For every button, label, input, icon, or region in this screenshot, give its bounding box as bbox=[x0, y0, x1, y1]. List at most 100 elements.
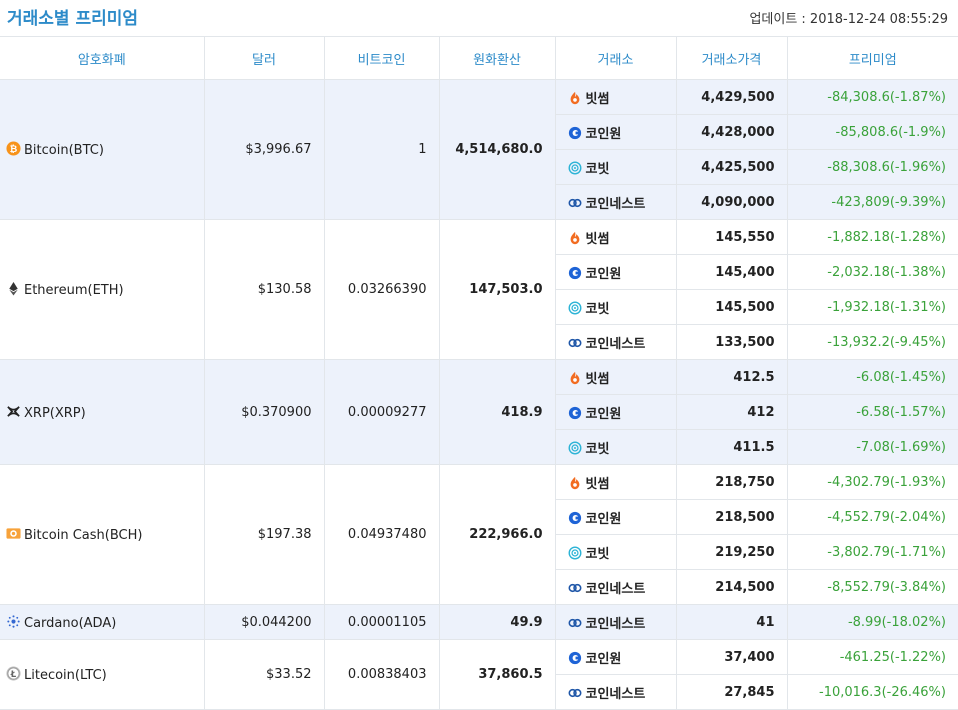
exchange-price: 145,550 bbox=[676, 219, 788, 255]
premium-value: -1,882.18(-1.28%) bbox=[787, 219, 958, 255]
coin-btc-price: 0.04937480 bbox=[324, 464, 440, 605]
exchange-price: 4,425,500 bbox=[676, 149, 788, 185]
exchange-name-cell[interactable]: 코빗 bbox=[555, 289, 677, 325]
exchange-name-cell[interactable]: 코인원 bbox=[555, 499, 677, 535]
exchange-name: 코인원 bbox=[585, 266, 622, 282]
table-row: 코인네스트 4,090,000 -423,809(-9.39%) bbox=[0, 184, 958, 220]
coin-name: Bitcoin(BTC) bbox=[24, 143, 104, 158]
bitcoin-cash-icon bbox=[6, 528, 24, 543]
exchange-name-cell[interactable]: 코인네스트 bbox=[555, 674, 677, 710]
coin-name-cell[interactable]: XRP(XRP) bbox=[0, 359, 205, 465]
page-header: 거래소별 프리미엄 업데이트 : 2018-12-24 08:55:29 bbox=[0, 0, 958, 37]
exchange-name-cell[interactable]: 코인네스트 bbox=[555, 604, 677, 640]
premium-value: -6.58(-1.57%) bbox=[787, 394, 958, 430]
exchange-name-cell[interactable]: 빗썸 bbox=[555, 219, 677, 255]
premium-value: -6.08(-1.45%) bbox=[787, 359, 958, 395]
coin-name-cell[interactable]: Ethereum(ETH) bbox=[0, 219, 205, 360]
exchange-name: 코인원 bbox=[585, 511, 622, 527]
premium-value: -13,932.2(-9.45%) bbox=[787, 324, 958, 360]
coin-name-cell[interactable]: Ł Litecoin(LTC) bbox=[0, 639, 205, 710]
exchange-name: 코인네스트 bbox=[585, 686, 646, 702]
exchange-name-cell[interactable]: 코빗 bbox=[555, 429, 677, 465]
exchange-price: 218,500 bbox=[676, 499, 788, 535]
exchange-name-cell[interactable]: 코인네스트 bbox=[555, 569, 677, 605]
exchange-name: 코인원 bbox=[585, 406, 622, 422]
exchange-name-cell[interactable]: 코빗 bbox=[555, 149, 677, 185]
coinone-icon bbox=[568, 266, 586, 282]
coin-krw-price: 49.9 bbox=[439, 604, 556, 640]
coin-krw-price: 222,966.0 bbox=[439, 464, 556, 605]
exchange-price: 411.5 bbox=[676, 429, 788, 465]
table-row: Cardano(ADA) $0.044200 0.00001105 49.9 코인네스트… bbox=[0, 604, 958, 640]
coinnest-icon bbox=[568, 337, 586, 352]
exchange-price: 219,250 bbox=[676, 534, 788, 570]
column-header-exchange[interactable]: 거래소 bbox=[555, 37, 677, 80]
xrp-icon bbox=[6, 405, 24, 421]
column-header-premium[interactable]: 프리미엄 bbox=[787, 37, 958, 80]
coin-name-cell[interactable]: Cardano(ADA) bbox=[0, 604, 205, 640]
table-row: Ł Litecoin(LTC) $33.52 0.00838403 37,860.5 코인… bbox=[0, 639, 958, 710]
exchange-name: 코인네스트 bbox=[585, 196, 646, 212]
table-row: 코빗 4,425,500 -88,308.6(-1.96%) bbox=[0, 149, 958, 185]
table-row: 코인네스트 214,500 -8,552.79(-3.84%) bbox=[0, 569, 958, 605]
exchange-name-cell[interactable]: 코인원 bbox=[555, 394, 677, 430]
exchange-price: 145,500 bbox=[676, 289, 788, 325]
premium-value: -1,932.18(-1.31%) bbox=[787, 289, 958, 325]
exchange-name: 빗썸 bbox=[585, 476, 610, 492]
exchange-name-cell[interactable]: 빗썸 bbox=[555, 79, 677, 115]
column-header-btc[interactable]: 비트코인 bbox=[324, 37, 440, 80]
exchange-name: 빗썸 bbox=[585, 91, 610, 107]
coin-usd-price: $33.52 bbox=[204, 639, 325, 710]
table-row: 코인네스트 27,845 -10,016.3(-26.46%) bbox=[0, 674, 958, 710]
column-header-krw[interactable]: 원화환산 bbox=[439, 37, 556, 80]
coinone-icon bbox=[568, 511, 586, 527]
table-row: 코빗 219,250 -3,802.79(-1.71%) bbox=[0, 534, 958, 570]
coin-name: XRP(XRP) bbox=[24, 405, 86, 421]
coin-usd-price: $197.38 bbox=[204, 464, 325, 605]
exchange-price: 218,750 bbox=[676, 464, 788, 500]
coin-btc-price: 0.00838403 bbox=[324, 639, 440, 710]
premium-value: -10,016.3(-26.46%) bbox=[787, 674, 958, 710]
exchange-name-cell[interactable]: 코인원 bbox=[555, 254, 677, 290]
update-timestamp: 업데이트 : 2018-12-24 08:55:29 bbox=[749, 12, 948, 27]
premium-value: -461.25(-1.22%) bbox=[787, 639, 958, 675]
coin-krw-price: 4,514,680.0 bbox=[439, 79, 556, 220]
premium-value: -8.99(-18.02%) bbox=[787, 604, 958, 640]
svg-text:Ł: Ł bbox=[10, 669, 17, 679]
table-row: XRP(XRP) $0.370900 0.00009277 418.9 빗썸 412.5-… bbox=[0, 359, 958, 465]
premium-value: -2,032.18(-1.38%) bbox=[787, 254, 958, 290]
table-row: 코인네스트 133,500 -13,932.2(-9.45%) bbox=[0, 324, 958, 360]
coin-name-cell[interactable]: Bitcoin Cash(BCH) bbox=[0, 464, 205, 605]
coinnest-icon bbox=[568, 582, 586, 597]
coin-krw-price: 37,860.5 bbox=[439, 639, 556, 710]
coin-name-cell[interactable]: ₿ Bitcoin(BTC) bbox=[0, 79, 205, 220]
exchange-name: 빗썸 bbox=[585, 231, 610, 247]
exchange-price: 41 bbox=[676, 604, 788, 640]
exchange-price: 4,429,500 bbox=[676, 79, 788, 115]
exchange-name-cell[interactable]: 코인원 bbox=[555, 114, 677, 150]
coin-name: Litecoin(LTC) bbox=[24, 668, 107, 683]
coin-name: Bitcoin Cash(BCH) bbox=[24, 528, 143, 543]
exchange-price: 4,090,000 bbox=[676, 184, 788, 220]
exchange-name-cell[interactable]: 코빗 bbox=[555, 534, 677, 570]
coin-usd-price: $0.044200 bbox=[204, 604, 325, 640]
exchange-name-cell[interactable]: 코인네스트 bbox=[555, 324, 677, 360]
bithumb-icon bbox=[568, 371, 586, 387]
column-header-usd[interactable]: 달러 bbox=[204, 37, 325, 80]
exchange-name: 코인네스트 bbox=[585, 336, 646, 352]
column-header-exchange-price[interactable]: 거래소가격 bbox=[676, 37, 788, 80]
coin-name: Cardano(ADA) bbox=[24, 615, 117, 631]
exchange-name: 코빗 bbox=[585, 546, 610, 562]
exchange-price: 4,428,000 bbox=[676, 114, 788, 150]
exchange-name-cell[interactable]: 코인원 bbox=[555, 639, 677, 675]
exchange-name-cell[interactable]: 빗썸 bbox=[555, 464, 677, 500]
exchange-name-cell[interactable]: 코인네스트 bbox=[555, 184, 677, 220]
exchange-price: 37,400 bbox=[676, 639, 788, 675]
coinone-icon bbox=[568, 126, 586, 142]
cardano-icon bbox=[6, 614, 24, 631]
column-header-coin[interactable]: 암호화폐 bbox=[0, 37, 205, 80]
exchange-name-cell[interactable]: 빗썸 bbox=[555, 359, 677, 395]
premium-value: -84,308.6(-1.87%) bbox=[787, 79, 958, 115]
page-title: 거래소별 프리미엄 bbox=[7, 9, 139, 29]
korbit-icon bbox=[568, 301, 586, 317]
